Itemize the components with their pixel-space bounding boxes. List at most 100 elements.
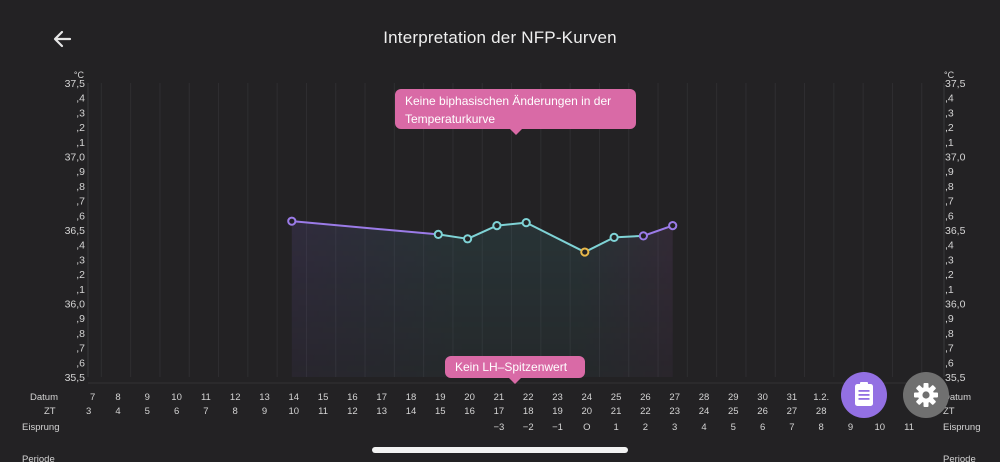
- temperature-area: [291, 221, 673, 377]
- datum-cell: 17: [376, 392, 387, 403]
- y-tick-label-left: ,7: [76, 196, 85, 208]
- y-tick-label-right: ,1: [945, 284, 954, 296]
- lh-annotation-bubble: Kein LH–Spitzenwert: [445, 356, 585, 384]
- zt-cell: 9: [262, 406, 267, 417]
- datum-cell: 22: [523, 392, 534, 403]
- datum-cell: 11: [201, 392, 211, 403]
- y-tick-label-left: ,4: [76, 93, 85, 105]
- y-tick-label-right: ,6: [945, 357, 954, 369]
- row-label-datum-right: Datum: [943, 392, 971, 403]
- datum-cell: 31: [787, 392, 798, 403]
- zt-cell: 28: [816, 406, 827, 417]
- y-unit-right: °C: [944, 70, 955, 80]
- row-label-eisprung: Eisprung: [22, 422, 60, 433]
- datum-cell: 30: [757, 392, 768, 403]
- zt-cell: 18: [523, 406, 534, 417]
- zt-cell: 22: [640, 406, 651, 417]
- y-tick-label-right: ,4: [945, 93, 954, 105]
- temperature-point: [638, 231, 649, 241]
- datum-cell: 8: [115, 392, 120, 403]
- eisprung-cell: 11: [904, 422, 914, 433]
- datum-cell: 9: [145, 392, 150, 403]
- zt-cell: 11: [318, 406, 328, 417]
- datum-first: 7: [90, 392, 95, 403]
- y-tick-label-right: ,2: [945, 269, 954, 281]
- eisprung-cell: 8: [819, 422, 824, 433]
- datum-cell: 15: [318, 392, 329, 403]
- zt-cell: 25: [728, 406, 739, 417]
- zt-cell: 27: [787, 406, 798, 417]
- y-tick-label-right: 35,5: [945, 372, 966, 384]
- y-tick-label-right: ,3: [945, 107, 954, 119]
- zt-cell: 21: [611, 406, 622, 417]
- y-tick-label-right: ,8: [945, 181, 954, 193]
- datum-cell: 12: [230, 392, 241, 403]
- back-button[interactable]: [48, 24, 78, 54]
- y-tick-label-right: ,3: [945, 254, 954, 266]
- datum-cell: 23: [552, 392, 563, 403]
- y-tick-label-right: ,4: [945, 240, 954, 252]
- eisprung-cell: 9: [848, 422, 853, 433]
- eisprung-cell: −1: [552, 422, 563, 433]
- datum-cell: 20: [464, 392, 475, 403]
- y-unit-left: °C: [74, 70, 85, 80]
- zt-cell: 16: [464, 406, 475, 417]
- y-tick-label-left: 37,5: [65, 78, 86, 90]
- eisprung-cell: 1: [613, 422, 618, 433]
- y-tick-label-left: 36,0: [65, 299, 86, 311]
- temperature-line-segment: [438, 233, 468, 240]
- datum-cell: 13: [259, 392, 270, 403]
- home-indicator[interactable]: [372, 447, 628, 453]
- eisprung-cell: 3: [672, 422, 677, 433]
- notes-icon: [855, 382, 873, 406]
- eisprung-cell: O: [583, 422, 590, 433]
- temperature-point: [609, 232, 619, 242]
- y-tick-label-left: ,7: [76, 343, 85, 355]
- temperature-line-segment: [467, 224, 498, 240]
- notes-button[interactable]: [841, 372, 887, 418]
- y-tick-label-left: ,1: [76, 137, 85, 149]
- datum-cell: 21: [494, 392, 505, 403]
- temperature-point: [433, 229, 443, 240]
- zt-cell: 6: [174, 406, 179, 417]
- y-tick-label-left: ,8: [76, 328, 85, 340]
- y-tick-label-left: 36,5: [65, 225, 86, 237]
- eisprung-cell: 10: [875, 422, 886, 433]
- zt-first: 3: [86, 406, 91, 417]
- zt-cell: 10: [289, 406, 300, 417]
- row-label-periode: Periode: [22, 454, 55, 462]
- temperature-line-segment: [525, 221, 586, 253]
- y-tick-label-right: ,9: [945, 313, 954, 325]
- datum-cell: 18: [406, 392, 417, 403]
- datum-cell: 16: [347, 392, 358, 403]
- eisprung-cell: 4: [701, 422, 706, 433]
- y-tick-label-left: ,1: [76, 284, 85, 296]
- y-tick-label-right: ,6: [945, 210, 954, 222]
- y-tick-label-right: ,8: [945, 328, 954, 340]
- y-tick-label-left: 37,0: [65, 152, 86, 164]
- top-bar: Interpretation der NFP-Kurven: [0, 0, 1000, 78]
- y-tick-label-left: ,3: [76, 107, 85, 119]
- datum-cell: 25: [611, 392, 622, 403]
- zt-cell: 24: [699, 406, 710, 417]
- datum-cell: 19: [435, 392, 446, 403]
- row-label-zt-right: ZT: [943, 406, 955, 417]
- settings-button[interactable]: [903, 372, 949, 418]
- row-label-zt: ZT: [44, 406, 56, 417]
- y-tick-label-left: ,9: [76, 313, 85, 325]
- eisprung-cell: −3: [493, 422, 504, 433]
- zt-cell: 7: [203, 406, 208, 417]
- y-tick-label-right: ,1: [945, 137, 954, 149]
- temperature-line-segment: [496, 221, 527, 227]
- datum-cell: 26: [640, 392, 651, 403]
- y-tick-label-right: ,9: [945, 166, 954, 178]
- temperature-point: [521, 218, 531, 228]
- y-tick-label-right: 36,5: [945, 225, 966, 237]
- y-tick-label-left: ,6: [76, 210, 85, 222]
- eisprung-cell: 2: [643, 422, 648, 433]
- temperature-point: [492, 220, 502, 231]
- datum-cell: 27: [669, 392, 680, 403]
- zt-cell: 20: [582, 406, 593, 417]
- zt-cell: 26: [757, 406, 768, 417]
